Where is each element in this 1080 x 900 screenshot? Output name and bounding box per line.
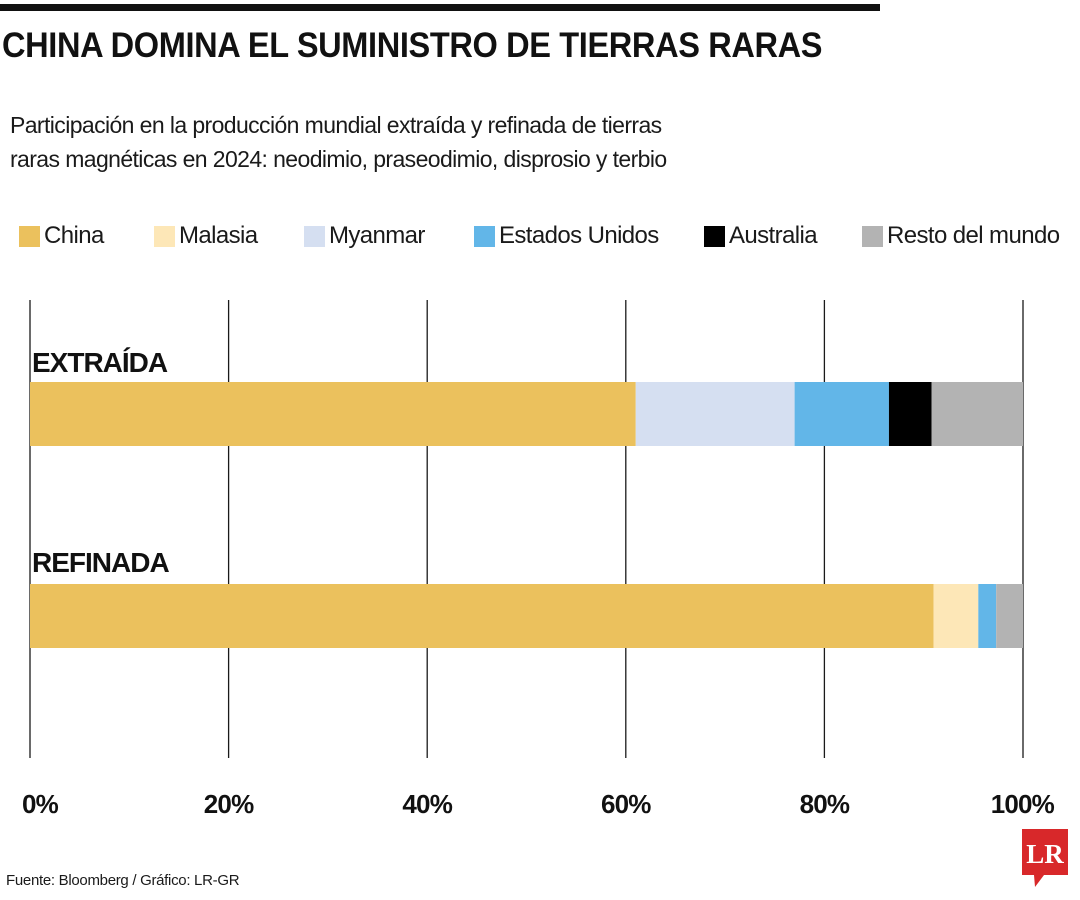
legend-swatch-australia [704, 225, 725, 247]
lr-logo-icon: LR [1022, 829, 1068, 887]
legend-item-resto-del-mundo: Resto del mundo [862, 218, 1060, 254]
legend-item-australia: Australia [704, 218, 818, 254]
chart-subtitle: Participación en la producción mundial e… [10, 108, 730, 176]
bar-segment-refinada-estados-unidos [978, 584, 997, 648]
top-rule [0, 4, 880, 11]
legend-label-resto-del-mundo: Resto del mundo [887, 222, 1060, 249]
legend-label-malasia: Malasia [179, 222, 258, 249]
legend-label-estados-unidos: Estados Unidos [499, 222, 659, 249]
bar-segment-extraida-resto-del-mundo [931, 382, 1023, 446]
subtitle-line-1: Participación en la producción mundial e… [10, 112, 662, 138]
legend-swatch-malasia [154, 225, 175, 247]
legend-swatch-china [19, 225, 40, 247]
legend-label-myanmar: Myanmar [329, 222, 425, 249]
x-tick-label-40: 40% [402, 789, 452, 819]
x-tick-label-0: 0% [22, 789, 59, 819]
x-tick-label-80: 80% [800, 789, 850, 819]
legend: China Malasia Myanmar Estados Unidos Austral… [0, 218, 1080, 254]
bar-segment-extraida-australia [888, 382, 932, 446]
logo-speech-bubble [1022, 829, 1068, 887]
legend-label-china: China [44, 222, 104, 249]
bar-segment-refinada-resto-del-mundo [996, 584, 1023, 648]
legend-item-myanmar: Myanmar [304, 218, 425, 254]
x-tick-label-100: 100% [991, 789, 1055, 819]
bar-segment-extraida-estados-unidos [794, 382, 889, 446]
legend-label-australia: Australia [729, 222, 818, 249]
category-label-refinada: REFINADA [32, 547, 169, 578]
legend-swatch-resto-del-mundo [862, 225, 883, 247]
bar-segment-refinada-china [30, 584, 934, 648]
chart-title: CHINA DOMINA EL SUMINISTRO DE TIERRAS RA… [2, 26, 823, 65]
legend-swatch-estados-unidos [474, 225, 495, 247]
legend-item-china: China [19, 218, 104, 254]
x-tick-label-20: 20% [204, 789, 254, 819]
logo-text: LR [1026, 839, 1064, 869]
legend-item-estados-unidos: Estados Unidos [474, 218, 659, 254]
bar-segment-extraida-china [30, 382, 636, 446]
bar-segment-extraida-myanmar [635, 382, 795, 446]
bar-segment-refinada-malasia [933, 584, 979, 648]
source-note: Fuente: Bloomberg / Gráfico: LR-GR [6, 872, 240, 889]
x-tick-label-60: 60% [601, 789, 651, 819]
stacked-bar-chart: 0% 20% 40% 60% 80% 100% EXTRAÍDA REFINADA [22, 300, 1055, 819]
subtitle-line-2: raras magnéticas en 2024: neodimio, pras… [10, 146, 667, 172]
category-label-extraida: EXTRAÍDA [32, 347, 168, 378]
legend-item-malasia: Malasia [154, 218, 258, 254]
legend-swatch-myanmar [304, 225, 325, 247]
